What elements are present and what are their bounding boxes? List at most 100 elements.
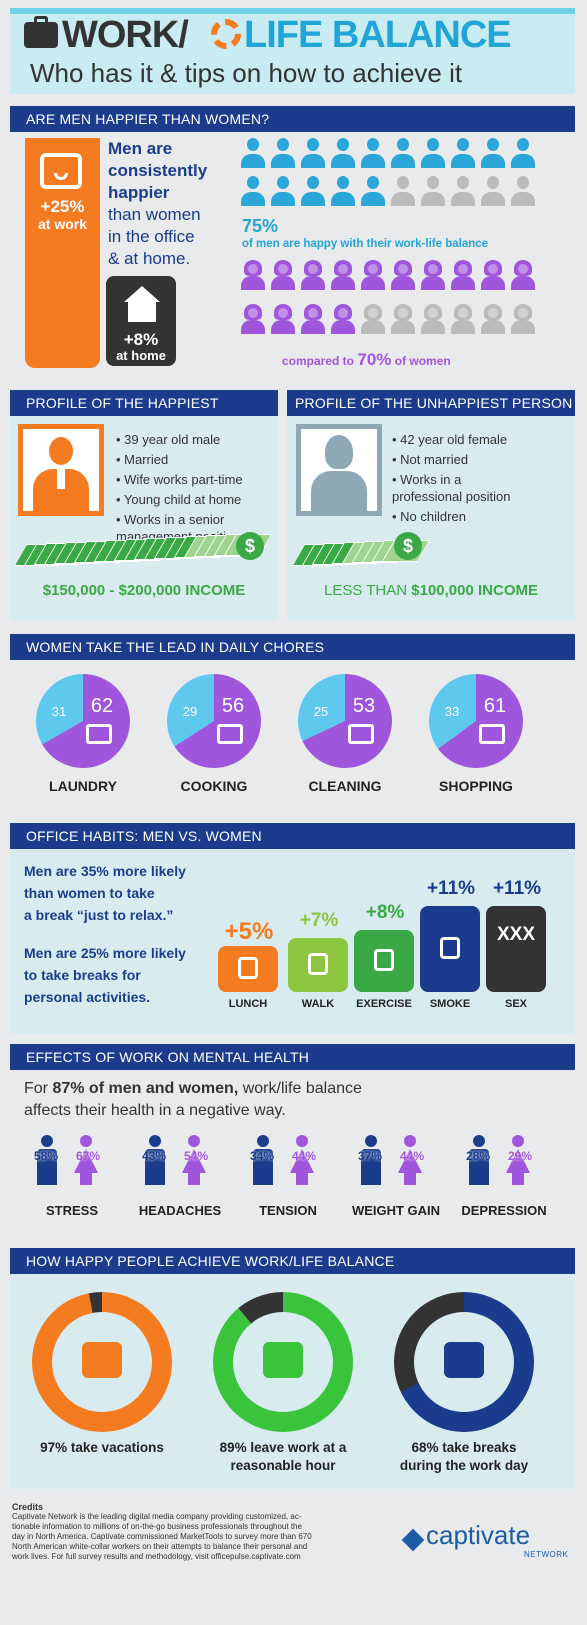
happier-text-1: Men are <box>108 139 173 158</box>
man-icon <box>450 138 476 170</box>
mental-men-pct: 28% <box>465 1149 491 1163</box>
cutlery-icon <box>217 724 243 744</box>
profile-item: • Not married <box>392 452 469 467</box>
woman-icon <box>300 304 326 336</box>
profile-item: • 39 year old male <box>116 432 221 447</box>
legs <box>80 1173 92 1185</box>
unhappiest-income-prefix: LESS THAN <box>324 582 408 599</box>
person-body <box>451 320 475 334</box>
person-head <box>487 176 499 189</box>
work-label: at work <box>37 216 87 232</box>
money-stack-icon: $ <box>13 530 273 574</box>
unhappiest-income-value: $100,000 INCOME <box>411 582 538 599</box>
habit-pct: +11% <box>492 878 542 899</box>
happier-text-4: than women <box>108 205 201 224</box>
person-hair <box>334 304 352 320</box>
person-body <box>331 192 355 206</box>
person-head <box>457 138 469 151</box>
man-figure-icon <box>468 1135 490 1185</box>
dress <box>506 1149 530 1173</box>
person-face <box>248 264 258 274</box>
woman-avatar-icon <box>296 424 382 516</box>
body <box>361 1149 381 1185</box>
person-body <box>271 192 295 206</box>
credits-line: work lives. For full survey results and … <box>12 1552 301 1561</box>
logo-text: captivate <box>426 1520 531 1550</box>
chore-pie <box>36 674 130 768</box>
person-body <box>271 320 295 334</box>
achieve-line-2: during the work day <box>399 1458 529 1473</box>
work-pct: +25% <box>40 197 85 216</box>
chore-pie <box>167 674 261 768</box>
person-head <box>397 138 409 151</box>
person-body <box>331 276 355 290</box>
person-head <box>427 138 439 151</box>
chore-women-value: 53 <box>352 695 376 717</box>
captivate-logo-icon <box>401 1528 425 1552</box>
person-body <box>451 154 475 168</box>
chore-men-value: 29 <box>182 704 198 719</box>
lunch-icon <box>218 946 278 992</box>
legs <box>296 1173 308 1185</box>
habits-bars: +5% LUNCH +7% WALK +8% EXERCISE +11% SMOKE +11% X… <box>218 878 568 1020</box>
house-body <box>128 302 156 322</box>
head <box>473 1135 485 1147</box>
man-figure-icon <box>360 1135 382 1185</box>
person-face <box>368 308 378 318</box>
man-icon <box>420 176 446 208</box>
person-hair <box>274 260 292 276</box>
person-body <box>361 192 385 206</box>
woman-icon <box>450 260 476 292</box>
woman-icon <box>480 304 506 336</box>
unhappiest-income: LESS THAN $100,000 INCOME <box>287 582 575 599</box>
habit-icon-shape <box>308 953 328 975</box>
person-hair <box>274 304 292 320</box>
man-icon <box>300 176 326 208</box>
section-achieve-title: HOW HAPPY PEOPLE ACHIEVE WORK/LIFE BALAN… <box>10 1248 575 1274</box>
person-head <box>367 138 379 151</box>
woman-icon <box>480 260 506 292</box>
man-icon <box>240 176 266 208</box>
achieve-line-1: 89% leave work at a <box>219 1440 347 1455</box>
person-body <box>241 276 265 290</box>
chore-pie <box>298 674 392 768</box>
person-hair <box>514 260 532 276</box>
person-body <box>361 154 385 168</box>
dress <box>290 1149 314 1173</box>
person-head <box>517 176 529 189</box>
person-body <box>241 154 265 168</box>
happier-text-6: & at home. <box>108 249 191 268</box>
habit-pct: +7% <box>299 910 339 931</box>
person-head <box>277 138 289 151</box>
person-face <box>368 264 378 274</box>
section-chores-title: WOMEN TAKE THE LEAD IN DAILY CHORES <box>10 634 575 660</box>
man-icon <box>270 176 296 208</box>
habits-text: Men are 35% more likely than women to ta… <box>24 860 186 1008</box>
person-hair <box>454 304 472 320</box>
person-head <box>277 176 289 189</box>
head <box>296 1135 308 1147</box>
habits-line-2: than women to take <box>24 885 155 901</box>
person-body <box>301 154 325 168</box>
person-face <box>398 264 408 274</box>
gear-icon <box>211 19 241 49</box>
habits-line-3: a break “just to relax.” <box>24 907 174 923</box>
woman-icon <box>390 304 416 336</box>
person-head <box>337 176 349 189</box>
habits-line-6: personal activities. <box>24 989 151 1005</box>
happiest-list: • 39 year old male • Married • Wife works … <box>116 428 243 545</box>
man-icon <box>510 138 536 170</box>
person-head <box>397 176 409 189</box>
chore-women-value: 56 <box>221 695 245 717</box>
head <box>404 1135 416 1147</box>
person-hair <box>394 304 412 320</box>
person-hair <box>364 260 382 276</box>
head <box>188 1135 200 1147</box>
body <box>37 1149 57 1185</box>
men-pct: 75% <box>242 216 279 236</box>
chore-women-value: 62 <box>90 695 114 717</box>
section-unhappiest-title: PROFILE OF THE UNHAPPIEST PERSON <box>287 390 575 416</box>
mental-label: STRESS <box>45 1203 98 1218</box>
chore-pie <box>429 674 523 768</box>
woman-icon <box>330 260 356 292</box>
